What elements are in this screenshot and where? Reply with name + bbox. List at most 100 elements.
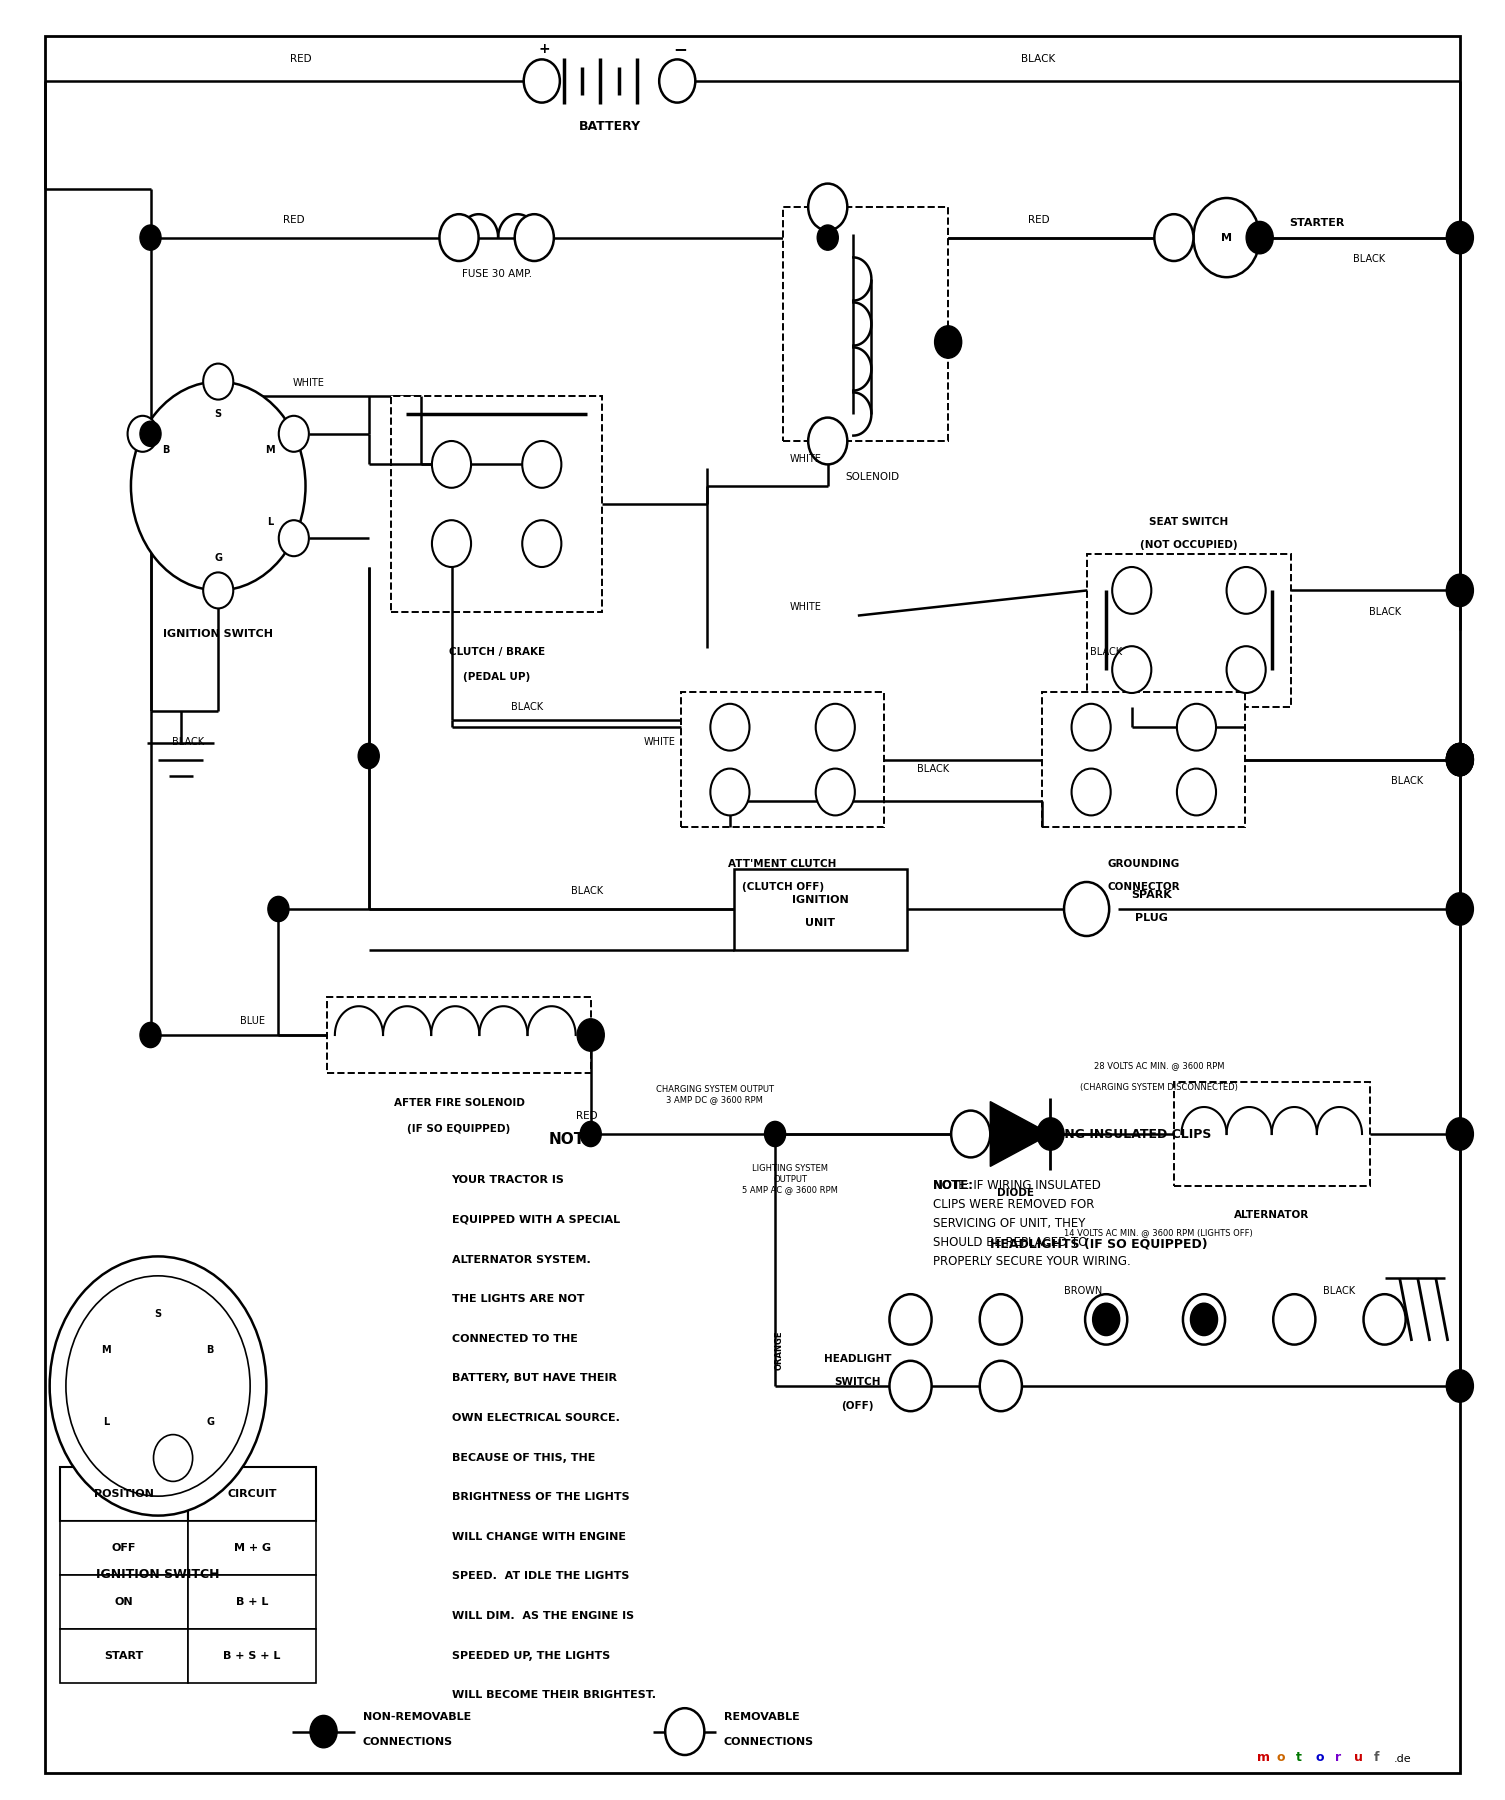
- Bar: [89, 1411, 122, 1433]
- Circle shape: [980, 1294, 1022, 1345]
- Text: (CLUTCH OFF): (CLUTCH OFF): [742, 882, 823, 893]
- Text: (PEDAL UP): (PEDAL UP): [464, 671, 530, 682]
- Text: (OFF): (OFF): [841, 1400, 874, 1411]
- Text: (CHARGING SYSTEM DISCONNECTED): (CHARGING SYSTEM DISCONNECTED): [1081, 1082, 1237, 1091]
- Circle shape: [1093, 1303, 1120, 1336]
- Text: ALTERNATOR: ALTERNATOR: [1234, 1210, 1309, 1220]
- Text: WILL DIM.  AS THE ENGINE IS: WILL DIM. AS THE ENGINE IS: [452, 1611, 634, 1622]
- Circle shape: [980, 1361, 1022, 1411]
- Circle shape: [816, 704, 855, 751]
- Text: STARTER: STARTER: [1290, 218, 1344, 229]
- Circle shape: [1193, 198, 1260, 277]
- Bar: [60, 1467, 188, 1521]
- Circle shape: [1227, 646, 1266, 693]
- Circle shape: [1446, 743, 1473, 776]
- Circle shape: [1085, 1294, 1127, 1345]
- Text: UNIT: UNIT: [805, 918, 835, 929]
- Text: RED: RED: [1028, 214, 1049, 225]
- Circle shape: [1446, 743, 1473, 776]
- Text: IGNITION SWITCH: IGNITION SWITCH: [96, 1568, 220, 1582]
- Circle shape: [1227, 567, 1266, 614]
- Text: THE LIGHTS ARE NOT: THE LIGHTS ARE NOT: [452, 1294, 584, 1305]
- Circle shape: [66, 1276, 250, 1496]
- Text: G: G: [206, 1417, 214, 1427]
- Text: SEAT SWITCH: SEAT SWITCH: [1150, 517, 1228, 527]
- Text: RED: RED: [576, 1111, 597, 1121]
- Text: CIRCUIT: CIRCUIT: [227, 1489, 277, 1499]
- Text: WHITE: WHITE: [789, 454, 822, 464]
- Text: o: o: [1276, 1751, 1285, 1764]
- Circle shape: [1112, 646, 1151, 693]
- Text: M: M: [265, 445, 275, 455]
- Bar: [1043, 693, 1246, 828]
- Text: WHITE: WHITE: [789, 601, 822, 612]
- Text: PLUG: PLUG: [1135, 913, 1168, 923]
- Circle shape: [578, 1019, 604, 1051]
- Circle shape: [1112, 567, 1151, 614]
- Circle shape: [203, 364, 233, 400]
- Text: YOUR TRACTOR IS: YOUR TRACTOR IS: [452, 1175, 564, 1186]
- Text: B + L: B + L: [236, 1597, 268, 1607]
- Circle shape: [808, 184, 847, 230]
- Circle shape: [50, 1256, 266, 1516]
- Bar: [391, 396, 602, 612]
- Circle shape: [581, 1121, 600, 1147]
- Circle shape: [310, 1715, 337, 1748]
- Text: u: u: [1354, 1751, 1364, 1764]
- Text: NOTE: IF WIRING INSULATED
CLIPS WERE REMOVED FOR
SERVICING OF UNIT, THEY
SHOULD : NOTE: IF WIRING INSULATED CLIPS WERE REM…: [933, 1179, 1130, 1267]
- Text: RED: RED: [283, 214, 304, 225]
- Text: 28 VOLTS AC MIN. @ 3600 RPM: 28 VOLTS AC MIN. @ 3600 RPM: [1094, 1062, 1224, 1069]
- Text: CONNECTED TO THE: CONNECTED TO THE: [452, 1334, 578, 1345]
- Circle shape: [432, 520, 471, 567]
- Text: IGNITION SWITCH: IGNITION SWITCH: [163, 628, 274, 639]
- Text: CONNECTIONS: CONNECTIONS: [724, 1737, 814, 1748]
- Text: t: t: [1296, 1751, 1302, 1764]
- Text: BLACK: BLACK: [1391, 776, 1424, 787]
- Text: WHITE: WHITE: [292, 378, 325, 389]
- Bar: [194, 1339, 227, 1361]
- Text: S: S: [215, 409, 221, 419]
- Bar: [141, 1303, 175, 1325]
- Circle shape: [1273, 1294, 1315, 1345]
- Text: NOTE:: NOTE:: [933, 1179, 974, 1192]
- Bar: [783, 207, 948, 441]
- Text: SPEEDED UP, THE LIGHTS: SPEEDED UP, THE LIGHTS: [452, 1651, 610, 1661]
- Circle shape: [1183, 1294, 1225, 1345]
- Circle shape: [1072, 704, 1111, 751]
- Text: CONNECTOR: CONNECTOR: [1108, 882, 1180, 893]
- Text: ATT'MENT CLUTCH: ATT'MENT CLUTCH: [728, 859, 837, 869]
- Text: L: L: [268, 517, 274, 527]
- Text: OWN ELECTRICAL SOURCE.: OWN ELECTRICAL SOURCE.: [452, 1413, 620, 1424]
- Circle shape: [665, 1708, 704, 1755]
- Text: M + G: M + G: [233, 1543, 271, 1553]
- Bar: [682, 693, 885, 828]
- Text: r: r: [1335, 1751, 1341, 1764]
- Text: BLACK: BLACK: [172, 736, 205, 747]
- Bar: [60, 1575, 188, 1629]
- Circle shape: [1446, 743, 1473, 776]
- Text: SPEED.  AT IDLE THE LIGHTS: SPEED. AT IDLE THE LIGHTS: [452, 1571, 629, 1582]
- Circle shape: [889, 1294, 932, 1345]
- Circle shape: [1446, 221, 1473, 254]
- Text: SWITCH: SWITCH: [835, 1377, 880, 1388]
- Bar: [188, 1629, 316, 1683]
- Text: G: G: [214, 553, 223, 563]
- Circle shape: [140, 421, 161, 446]
- Text: AFTER FIRE SOLENOID: AFTER FIRE SOLENOID: [394, 1098, 524, 1109]
- Circle shape: [1064, 882, 1109, 936]
- Circle shape: [808, 418, 847, 464]
- Text: BRIGHTNESS OF THE LIGHTS: BRIGHTNESS OF THE LIGHTS: [452, 1492, 629, 1503]
- Text: CONNECTIONS: CONNECTIONS: [363, 1737, 453, 1748]
- Text: REMOVABLE: REMOVABLE: [724, 1712, 799, 1723]
- Bar: [194, 1411, 227, 1433]
- Text: NON-REMOVABLE: NON-REMOVABLE: [363, 1712, 471, 1723]
- Circle shape: [765, 1121, 786, 1147]
- Text: B + S + L: B + S + L: [223, 1651, 281, 1661]
- Text: SPARK: SPARK: [1130, 889, 1172, 900]
- Circle shape: [1446, 574, 1473, 607]
- Circle shape: [1446, 1118, 1473, 1150]
- Circle shape: [278, 416, 309, 452]
- Circle shape: [1072, 769, 1111, 815]
- Text: HEADLIGHTS (IF SO EQUIPPED): HEADLIGHTS (IF SO EQUIPPED): [990, 1237, 1207, 1251]
- Circle shape: [889, 1361, 932, 1411]
